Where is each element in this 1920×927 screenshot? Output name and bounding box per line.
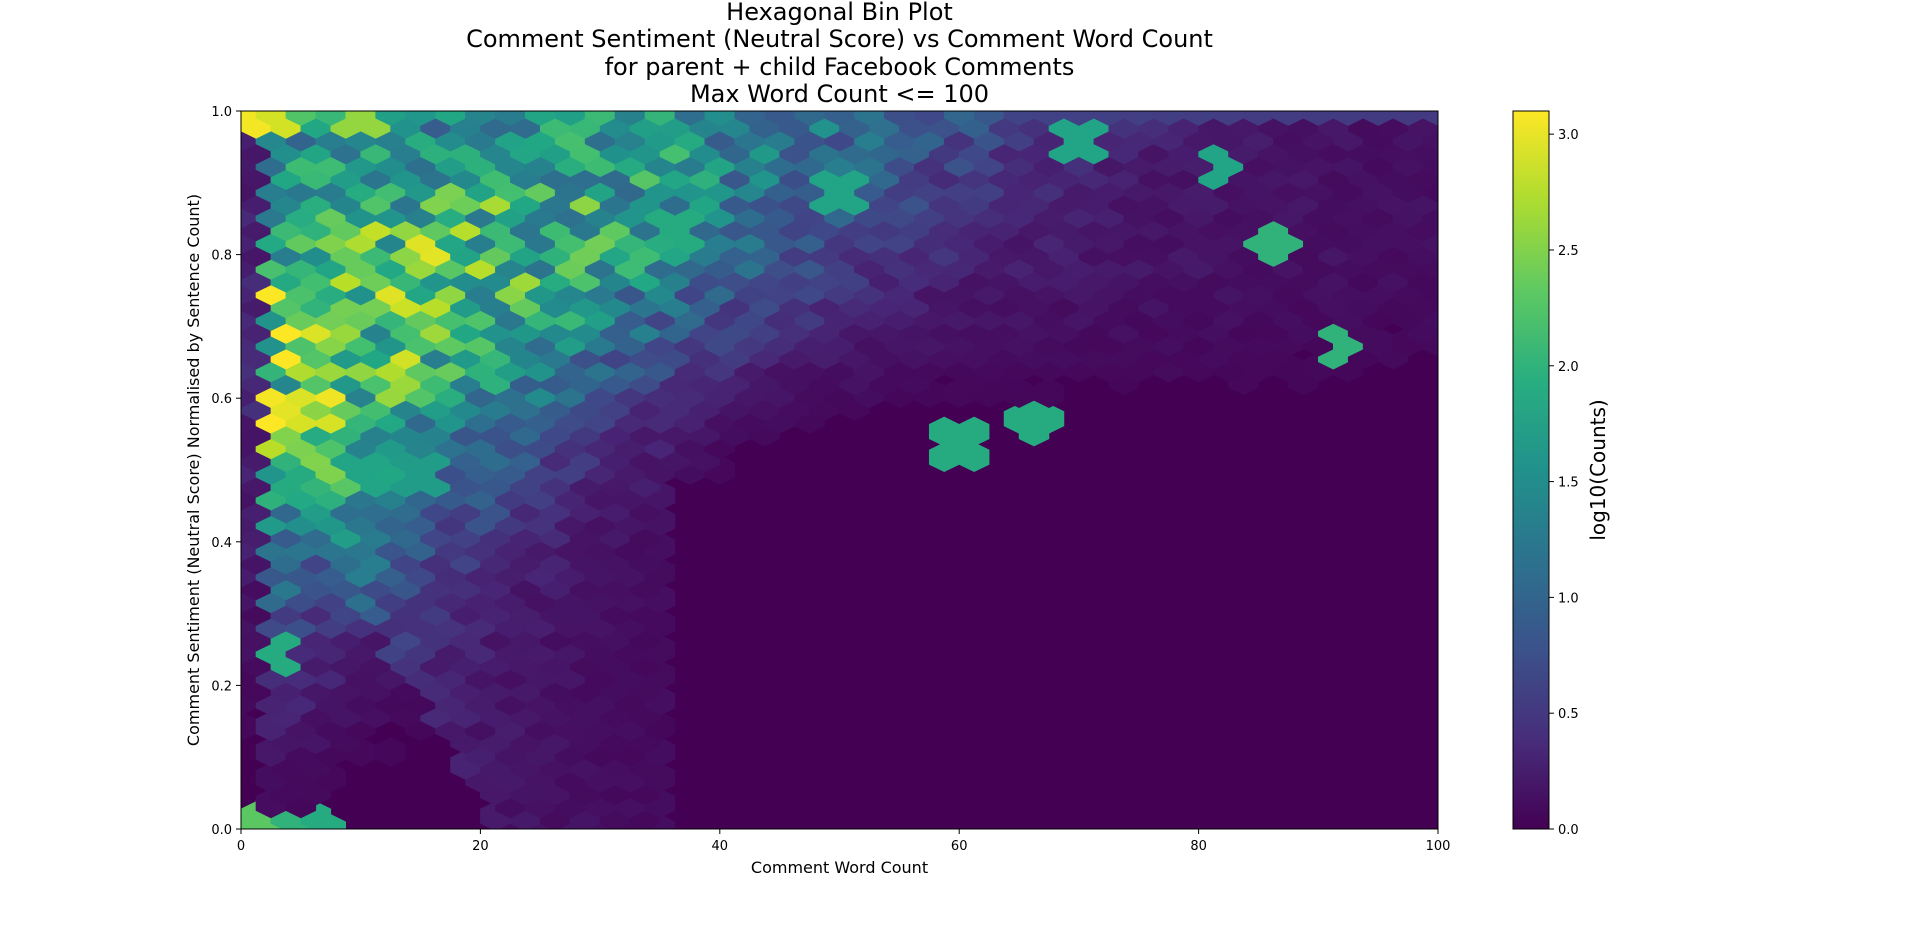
hex-bin (435, 111, 466, 126)
y-tick-label: 0.4 (211, 536, 232, 551)
hex-bin (465, 111, 496, 126)
hex-bin (495, 111, 526, 126)
chart-title: Hexagonal Bin Plot Comment Sentiment (Ne… (466, 0, 1213, 108)
colorbar-tick-label: 0.5 (1558, 707, 1579, 722)
hex-bin (644, 111, 676, 126)
y-tick-label: 0.8 (211, 249, 232, 264)
x-axis-label: Comment Word Count (751, 858, 928, 877)
hex-bin (345, 111, 376, 126)
hex-bin (1437, 244, 1438, 260)
hex-bin (554, 111, 586, 126)
title-line-1: Hexagonal Bin Plot (726, 0, 953, 26)
hex-bin (1063, 111, 1095, 126)
hex-bin (1437, 218, 1438, 234)
y-tick-label: 0.2 (211, 679, 232, 694)
hex-bin (1123, 111, 1155, 126)
hex-bin (824, 111, 855, 126)
hex-bin (764, 111, 795, 126)
colorbar-tick-label: 1.0 (1558, 591, 1579, 606)
hex-bin (1093, 111, 1125, 126)
hex-bin (943, 111, 975, 126)
x-tick-label: 100 (1426, 839, 1451, 854)
hex-bin (704, 111, 736, 126)
x-tick-label: 80 (1190, 839, 1207, 854)
hex-bin (1437, 167, 1438, 183)
y-axis-ticks: 0.0 0.2 0.4 0.6 0.8 1.0 (211, 105, 241, 838)
hex-bin (1153, 111, 1184, 126)
hex-bin (1437, 270, 1438, 286)
x-tick-label: 60 (951, 839, 968, 854)
title-line-3: for parent + child Facebook Comments (605, 53, 1075, 81)
hex-bin (1437, 193, 1438, 209)
hex-bin (614, 111, 646, 126)
hex-bin (958, 416, 990, 447)
hex-bin (854, 111, 885, 126)
hex-bin (884, 111, 915, 126)
hex-bin (1332, 111, 1364, 126)
hex-bin (255, 111, 287, 126)
hex-bin (1033, 378, 1065, 408)
hex-bin (241, 111, 257, 126)
x-axis-ticks: 0 20 40 60 80 100 (237, 829, 1451, 854)
hex-bin (734, 111, 765, 126)
hexbin-layer (241, 111, 1438, 829)
colorbar-tick-label: 0.0 (1558, 823, 1579, 838)
hex-bin (375, 111, 406, 126)
y-axis-label: Comment Sentiment (Neutral Score) Normal… (184, 194, 203, 746)
hex-bin (1437, 321, 1438, 337)
hex-bin (914, 111, 945, 126)
hex-bin (1213, 111, 1244, 126)
y-tick-label: 1.0 (211, 105, 232, 120)
hex-bin (1033, 111, 1065, 126)
hex-bin (315, 111, 347, 126)
colorbar-tick-label: 1.5 (1558, 476, 1579, 491)
hex-bin (674, 111, 706, 126)
hex-bin (1303, 111, 1334, 126)
colorbar-tick-label: 2.5 (1558, 244, 1579, 259)
hex-bin (1437, 116, 1438, 132)
hex-bin (973, 111, 1005, 126)
colorbar-ticks: 0.0 0.5 1.0 1.5 2.0 2.5 3.0 (1549, 128, 1579, 838)
x-tick-label: 20 (472, 839, 489, 854)
x-tick-label: 40 (712, 839, 729, 854)
colorbar-tick-label: 3.0 (1558, 128, 1579, 143)
title-line-2: Comment Sentiment (Neutral Score) vs Com… (466, 25, 1213, 53)
y-tick-label: 0.6 (211, 392, 232, 407)
hex-bin (1183, 111, 1214, 126)
hex-bin (524, 111, 556, 126)
plot-frame (240, 110, 1439, 830)
hex-bin (1437, 295, 1438, 311)
colorbar-tick-label: 2.0 (1558, 360, 1579, 375)
hex-bin (375, 737, 406, 767)
hex-bin (584, 111, 616, 126)
hex-bin (1392, 111, 1424, 126)
hex-bin (405, 111, 436, 126)
colorbar-label: log10(Counts) (1586, 399, 1610, 540)
x-tick-label: 0 (237, 839, 245, 854)
hex-bin (1243, 111, 1274, 126)
title-line-4: Max Word Count <= 100 (690, 80, 989, 108)
hex-bin (1437, 141, 1438, 158)
hex-bin (1003, 111, 1035, 126)
hex-bin (928, 416, 960, 447)
hex-bin (1422, 111, 1438, 126)
hex-bin (1362, 111, 1394, 126)
colorbar (1512, 110, 1550, 830)
hex-bin (241, 711, 257, 742)
hex-bin (285, 111, 317, 126)
y-tick-label: 0.0 (211, 823, 232, 838)
hex-bin (794, 111, 825, 126)
hex-bin (1273, 111, 1304, 126)
